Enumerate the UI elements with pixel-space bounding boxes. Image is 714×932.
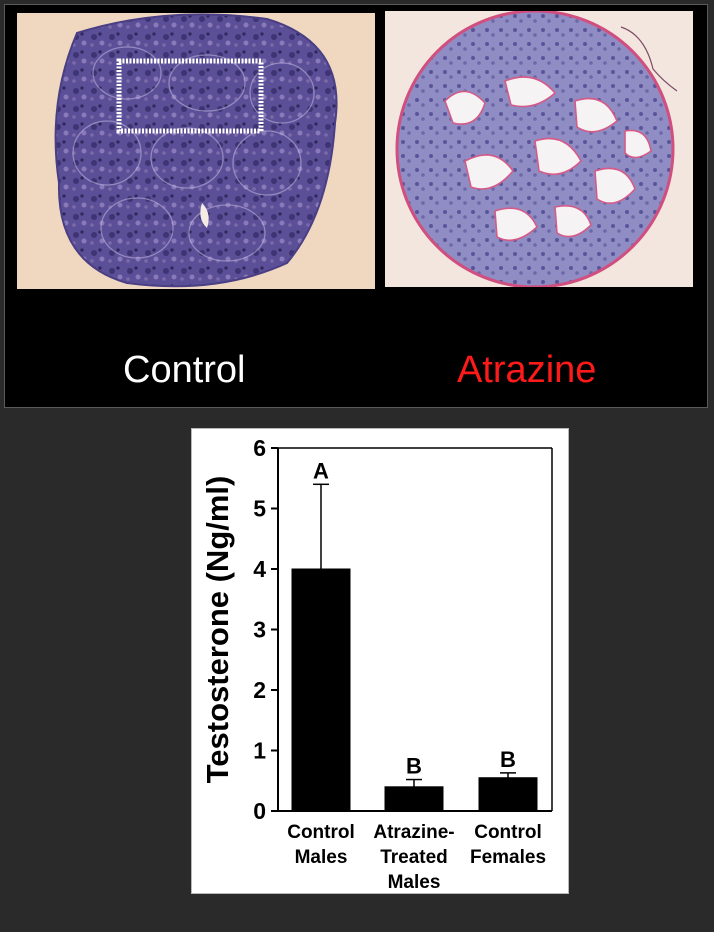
atrazine-micrograph [385,11,693,287]
y-tick-label: 3 [253,617,266,643]
atrazine-tissue-image [385,11,693,287]
y-tick-label: 4 [253,556,266,582]
x-category-label: Females [470,847,546,868]
y-tick-label: 6 [253,435,266,461]
significance-label: A [313,458,329,483]
testosterone-chart-card: 0 1 2 3 4 5 6 Testosterone (Ng/ml) A Control Males… [191,428,569,894]
bar [479,778,537,811]
significance-label: B [500,747,516,772]
x-category-label: Control [474,822,542,843]
atrazine-caption: Atrazine [457,351,596,389]
bar [292,569,350,811]
testosterone-bar-chart: 0 1 2 3 4 5 6 Testosterone (Ng/ml) A Control Males… [192,429,568,893]
control-tissue-image [17,13,375,289]
bar [385,787,443,811]
y-tick-label: 2 [253,677,266,703]
x-category-label: Atrazine- [373,822,454,843]
x-category-label: Males [388,872,441,893]
x-category-label: Males [295,847,348,868]
y-tick-label: 5 [253,496,266,522]
micrograph-panel: Control Atrazine [4,4,708,408]
y-tick-label: 1 [253,738,266,764]
significance-label: B [406,754,422,779]
y-axis-label: Testosterone (Ng/ml) [200,476,235,784]
control-caption: Control [123,351,246,389]
x-category-label: Control [287,822,355,843]
y-tick-label: 0 [253,798,266,824]
x-category-label: Treated [380,847,448,868]
control-micrograph [17,13,375,289]
